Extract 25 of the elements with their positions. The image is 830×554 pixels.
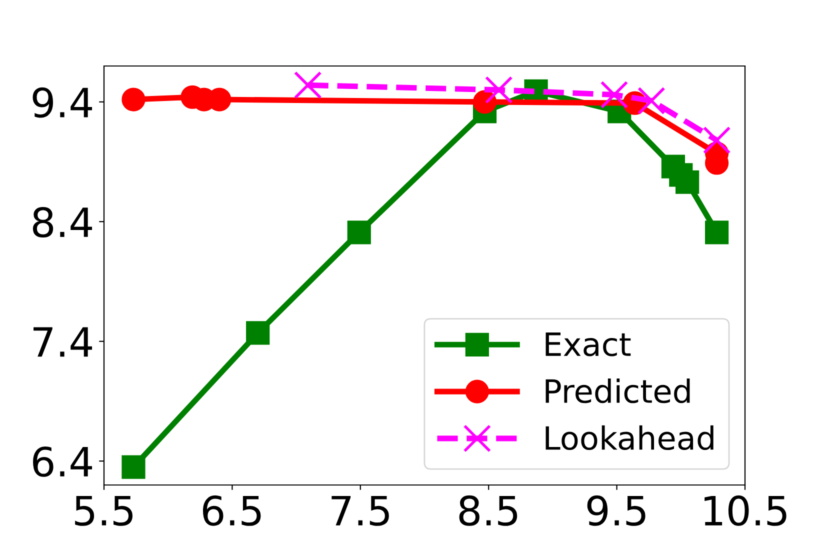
legend-label: Exact [546, 332, 631, 356]
legend-label: Predicted [546, 378, 690, 404]
point [472, 90, 497, 114]
point [600, 80, 628, 109]
y-tick-label: 7.4 [34, 327, 92, 357]
x-tick-label: 7.5 [332, 496, 389, 526]
point [676, 170, 700, 194]
x-tick-label: 5.5 [75, 496, 133, 526]
y-tick-label: 8.4 [32, 207, 92, 238]
x-tick-label: 10.5 [704, 495, 786, 526]
y-tick-label: 6.4 [33, 446, 92, 477]
point [294, 71, 322, 100]
x-tick-label: 8.5 [459, 495, 518, 526]
point [702, 126, 731, 154]
x-tick-label: 6.5 [202, 495, 261, 526]
point [704, 220, 729, 244]
point [347, 220, 371, 244]
point [638, 86, 666, 115]
legend-label: Lookahead [546, 425, 714, 450]
x-tick-label: 9.5 [587, 495, 646, 526]
point [246, 321, 270, 345]
point [484, 76, 513, 104]
point [122, 88, 146, 112]
y-tick-label: 9.4 [32, 87, 92, 118]
point [122, 455, 146, 479]
